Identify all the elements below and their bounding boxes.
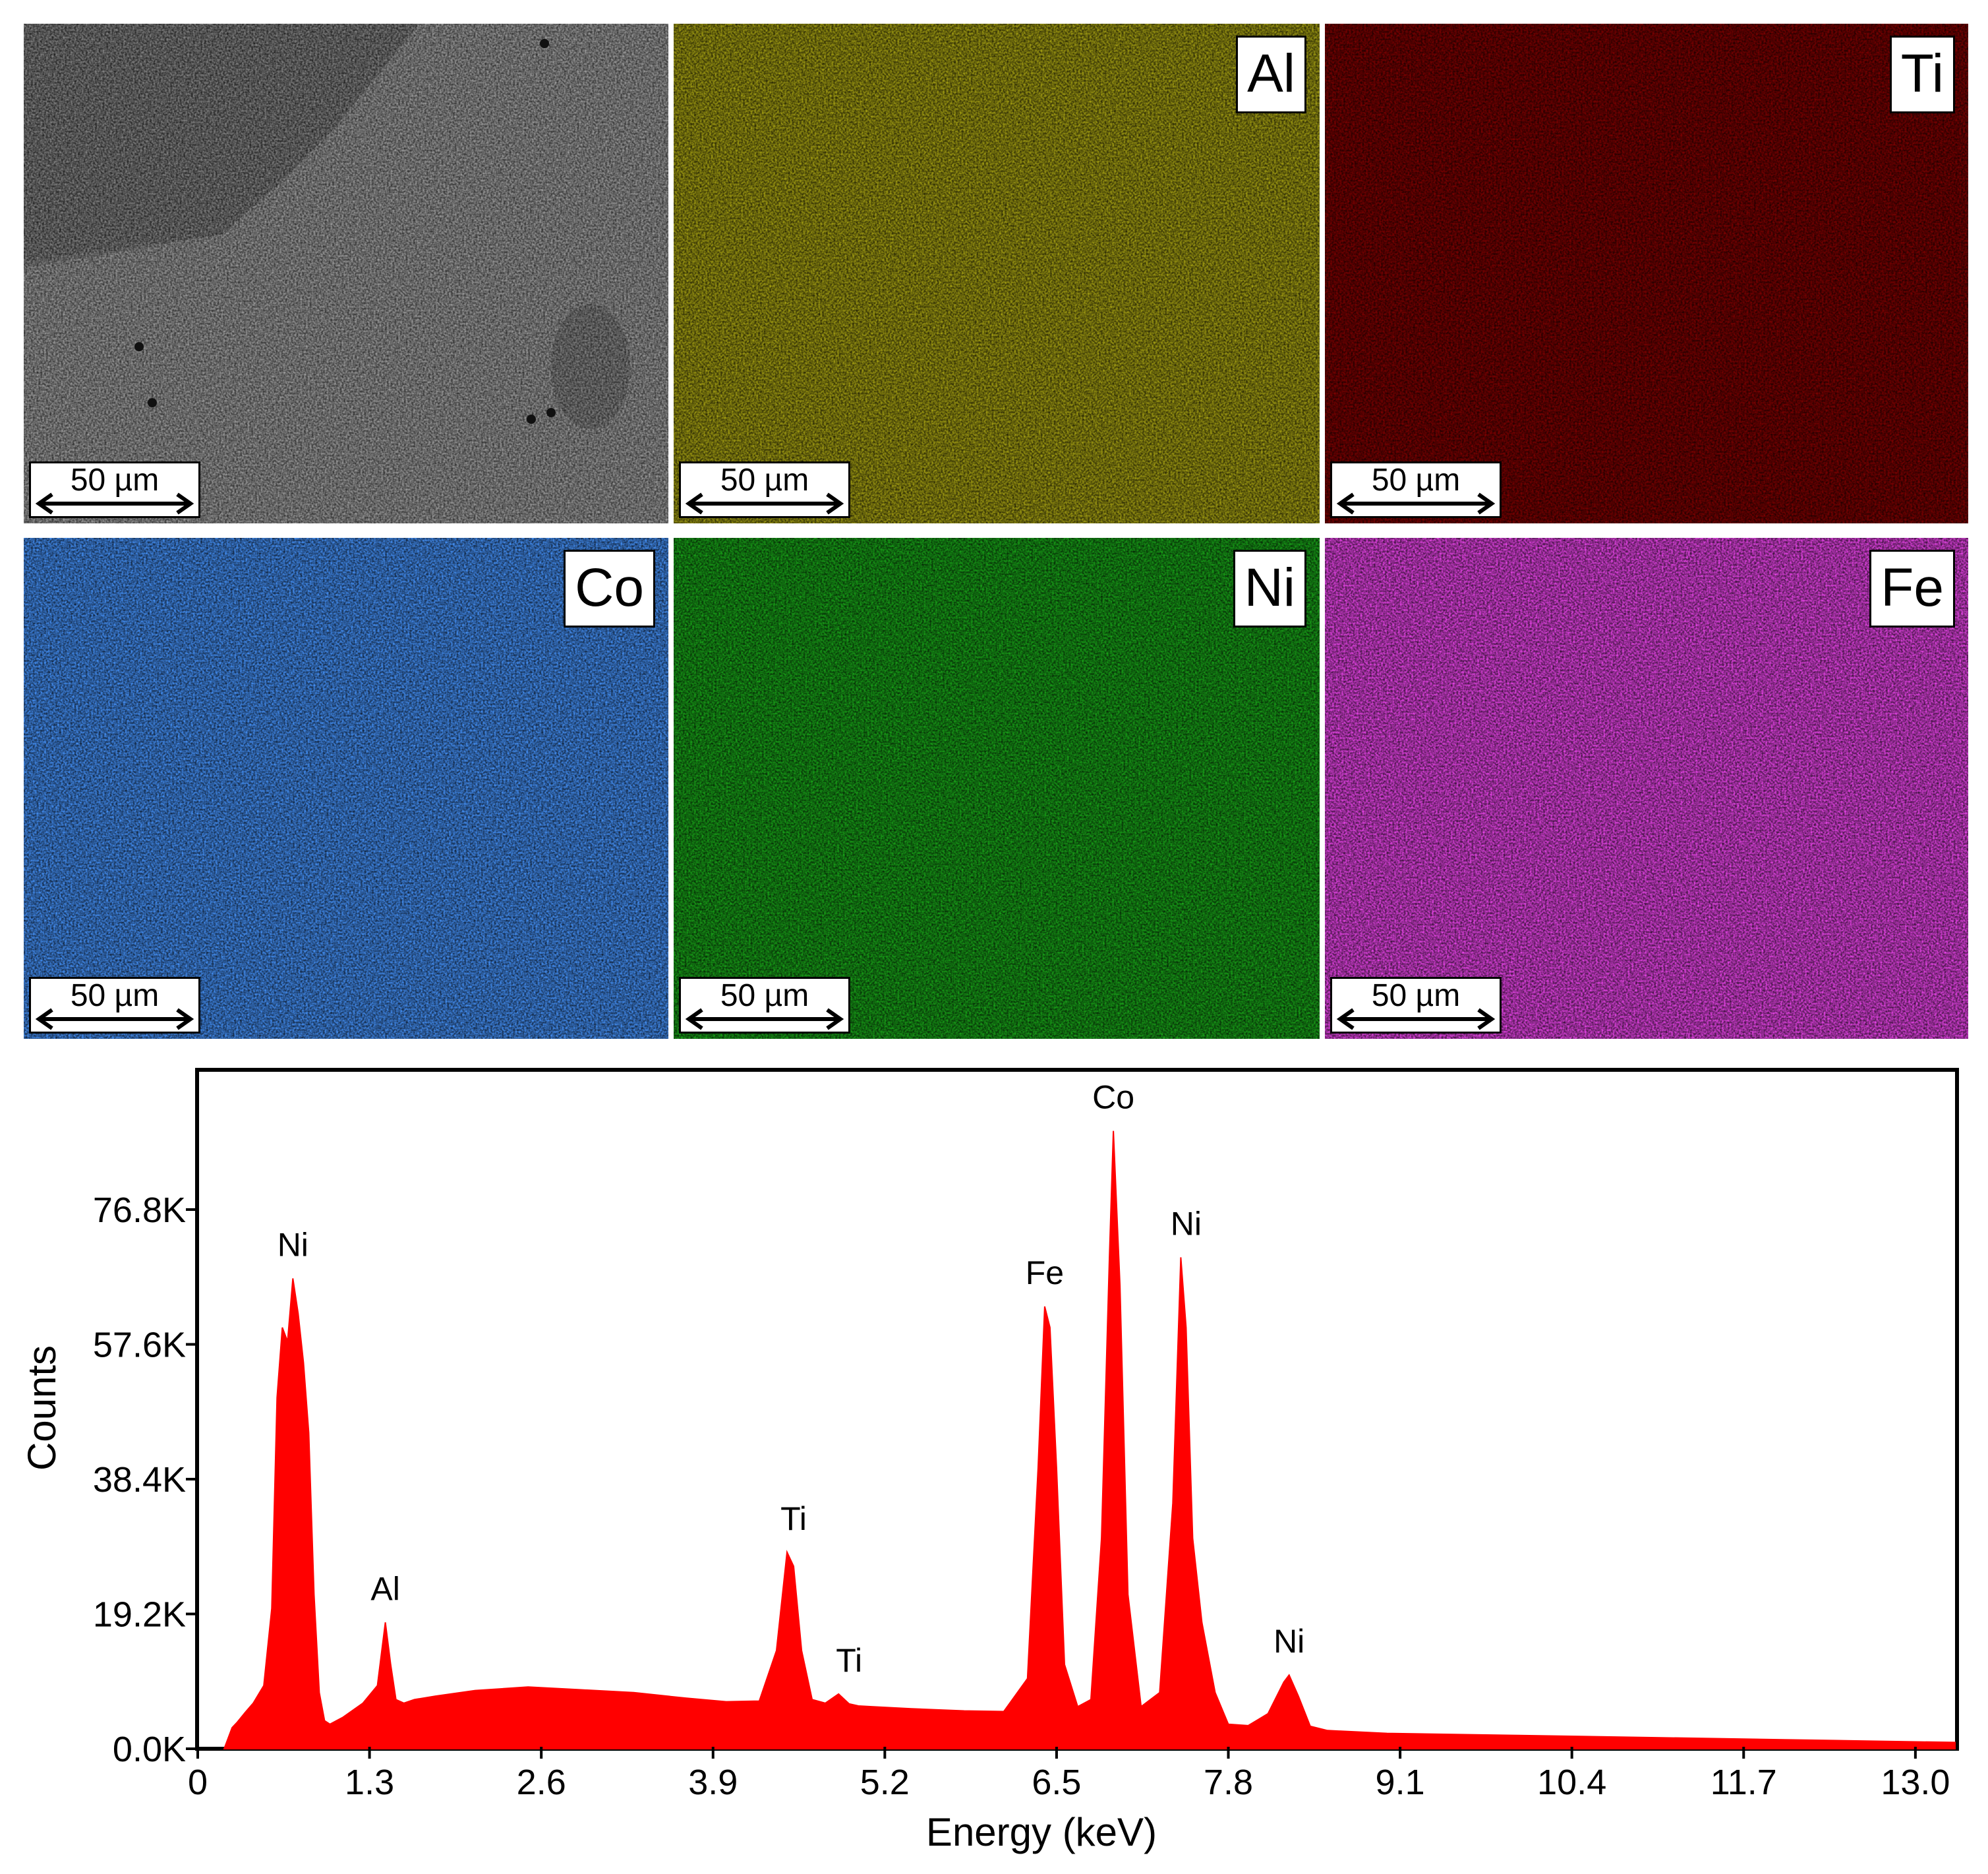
co-map-panel: Co 50 µm bbox=[24, 538, 668, 1039]
x-axis-title: Energy (keV) bbox=[926, 1810, 1157, 1854]
x-tick-label: 5.2 bbox=[860, 1763, 910, 1802]
al-elemental-map bbox=[674, 24, 1320, 523]
fe-map-panel: Fe 50 µm bbox=[1325, 538, 1968, 1039]
fe-label: Fe bbox=[1869, 550, 1955, 628]
scale-bar-arrow-icon bbox=[1336, 1008, 1496, 1030]
y-axis-title: Counts bbox=[20, 1345, 64, 1471]
scale-bar-label: 50 µm bbox=[720, 978, 809, 1013]
x-tick-label: 1.3 bbox=[345, 1763, 394, 1802]
scale-bar: 50 µm bbox=[1330, 977, 1502, 1034]
y-tick-label: 76.8K bbox=[93, 1190, 186, 1230]
co-label: Co bbox=[564, 550, 655, 628]
spectrum-area bbox=[223, 1130, 1956, 1749]
fe-elemental-map bbox=[1325, 538, 1968, 1039]
peak-label: Ni bbox=[1273, 1623, 1304, 1660]
scale-bar-arrow-icon bbox=[1336, 492, 1496, 515]
x-tick-label: 11.7 bbox=[1710, 1763, 1777, 1802]
scale-bar-label: 50 µm bbox=[70, 463, 160, 498]
peak-label: Ni bbox=[278, 1226, 308, 1263]
y-tick-label: 19.2K bbox=[93, 1595, 186, 1635]
x-tick-label: 9.1 bbox=[1376, 1763, 1425, 1802]
peak-label: Fe bbox=[1026, 1254, 1064, 1291]
peak-label: Ti bbox=[836, 1642, 862, 1679]
scale-bar-arrow-icon bbox=[685, 1008, 844, 1030]
peak-label: Ti bbox=[780, 1500, 807, 1537]
y-tick-label: 0.0K bbox=[113, 1730, 186, 1769]
scale-bar-label: 50 µm bbox=[70, 978, 160, 1013]
ti-label: Ti bbox=[1889, 36, 1955, 113]
x-tick-label: 6.5 bbox=[1032, 1763, 1081, 1802]
x-tick-label: 13.0 bbox=[1881, 1763, 1950, 1802]
scale-bar: 50 µm bbox=[679, 977, 850, 1034]
scale-bar: 50 µm bbox=[1330, 461, 1502, 518]
scale-bar-arrow-icon bbox=[35, 1008, 194, 1030]
ni-label: Ni bbox=[1233, 550, 1306, 628]
scale-bar-arrow-icon bbox=[35, 492, 194, 515]
al-label: Al bbox=[1236, 36, 1306, 113]
scale-bar: 50 µm bbox=[29, 977, 200, 1034]
scale-bar: 50 µm bbox=[29, 461, 200, 518]
co-elemental-map bbox=[24, 538, 668, 1039]
sem-image-panel: 50 µm bbox=[24, 24, 668, 523]
scale-bar-label: 50 µm bbox=[1371, 978, 1461, 1013]
scale-bar-label: 50 µm bbox=[720, 463, 809, 498]
scale-bar-arrow-icon bbox=[685, 492, 844, 515]
ni-map-panel: Ni 50 µm bbox=[674, 538, 1320, 1039]
scale-bar: 50 µm bbox=[679, 461, 850, 518]
ti-elemental-map bbox=[1325, 24, 1968, 523]
ni-elemental-map bbox=[674, 538, 1320, 1039]
peak-label: Co bbox=[1092, 1079, 1134, 1116]
x-tick-label: 10.4 bbox=[1537, 1763, 1606, 1802]
x-tick-label: 7.8 bbox=[1204, 1763, 1253, 1802]
spectrum-layer: Ni Al Ti Ti Fe Co Ni Ni 0 1.3 2.6 3.9 5.2 6.5 7.8 9.1 10… bbox=[20, 1079, 1956, 1854]
y-tick-label: 38.4K bbox=[93, 1460, 186, 1500]
scale-bar-label: 50 µm bbox=[1371, 463, 1461, 498]
ti-map-panel: Ti 50 µm bbox=[1325, 24, 1968, 523]
y-tick-label: 57.6K bbox=[93, 1326, 186, 1365]
x-tick-label: 3.9 bbox=[688, 1763, 738, 1802]
x-tick-label: 0 bbox=[188, 1763, 208, 1802]
peak-label: Al bbox=[370, 1570, 399, 1607]
sem-micrograph bbox=[24, 24, 668, 523]
peak-label: Ni bbox=[1171, 1205, 1202, 1242]
x-tick-label: 2.6 bbox=[517, 1763, 566, 1802]
al-map-panel: Al 50 µm bbox=[674, 24, 1320, 523]
